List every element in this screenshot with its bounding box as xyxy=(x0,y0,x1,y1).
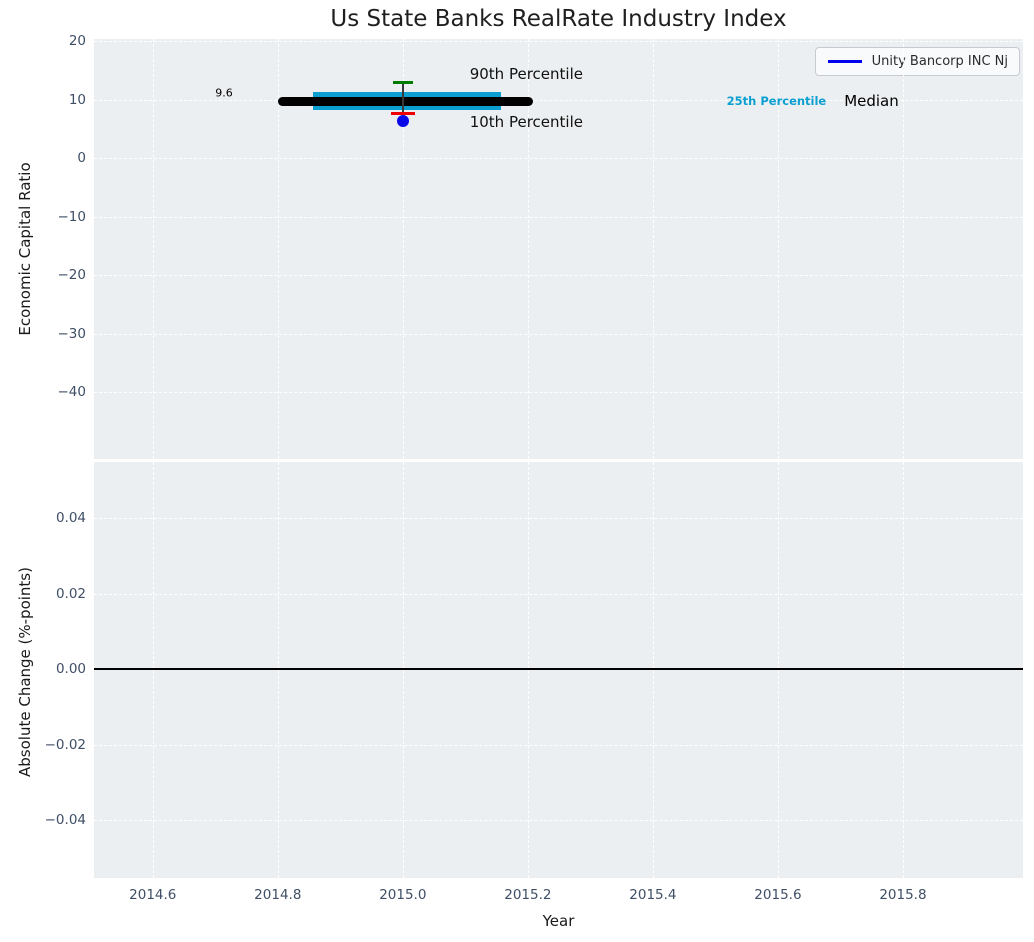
y-axis-label-top: Economic Capital Ratio xyxy=(16,162,34,336)
company-data-point xyxy=(396,114,409,127)
legend-label: Unity Bancorp INC Nj xyxy=(871,54,1008,69)
x-gridline xyxy=(902,39,904,459)
y-gridline xyxy=(94,99,1023,101)
y-gridline xyxy=(94,333,1023,335)
y-tick-label: −0.02 xyxy=(44,736,86,753)
bottom-axes-absolute-change xyxy=(94,462,1023,878)
annotation-median-label: Median xyxy=(844,91,899,110)
y-tick-label: −0.04 xyxy=(44,812,86,829)
x-tick-label: 2015.0 xyxy=(379,887,427,903)
y-tick-label: −10 xyxy=(57,208,87,225)
x-tick-label: 2014.6 xyxy=(129,887,177,903)
top-axes-economic-capital-ratio: Unity Bancorp INC Nj 90th Percentile 10th… xyxy=(94,39,1023,459)
y-gridline xyxy=(94,593,1023,595)
y-tick-label: 20 xyxy=(68,32,86,49)
y-gridline xyxy=(94,158,1023,160)
y-tick-label: 0.00 xyxy=(55,661,86,678)
y-gridline xyxy=(94,392,1023,394)
x-gridline xyxy=(152,39,154,459)
y-tick-label: −40 xyxy=(57,384,87,401)
y-gridline xyxy=(94,744,1023,746)
p90-tick xyxy=(392,80,413,85)
annotation-p90-label: 90th Percentile xyxy=(469,65,583,83)
x-tick-label: 2015.6 xyxy=(754,887,802,903)
x-tick-label: 2015.2 xyxy=(504,887,552,903)
y-tick-label: 0.04 xyxy=(55,510,86,527)
annotation-median-value: 9.6 xyxy=(215,86,233,99)
legend-line-swatch xyxy=(827,60,862,63)
x-axis-label: Year xyxy=(542,912,575,930)
y-tick-label: 10 xyxy=(68,91,86,108)
whisker-line xyxy=(402,82,404,114)
y-tick-label: 0 xyxy=(77,150,86,167)
y-gridline xyxy=(94,820,1023,822)
chart-title: Us State Banks RealRate Industry Index xyxy=(330,6,787,32)
x-gridline xyxy=(402,39,404,459)
y-gridline xyxy=(94,216,1023,218)
x-gridline xyxy=(652,39,654,459)
y-tick-label: −20 xyxy=(57,267,87,284)
x-tick-label: 2015.4 xyxy=(629,887,677,903)
annotation-p10-label: 10th Percentile xyxy=(469,113,583,132)
y-tick-label: −30 xyxy=(57,325,87,342)
y-tick-label: 0.02 xyxy=(55,585,86,602)
x-tick-label: 2015.8 xyxy=(879,887,927,903)
zero-line xyxy=(94,668,1023,671)
x-gridline xyxy=(527,39,529,459)
x-tick-label: 2014.8 xyxy=(254,887,302,903)
p10-tick xyxy=(390,111,415,116)
median-line xyxy=(277,97,533,107)
annotation-p25-label: 25th Percentile xyxy=(726,93,827,108)
y-gridline xyxy=(94,275,1023,277)
x-gridline xyxy=(277,39,279,459)
y-gridline xyxy=(94,518,1023,520)
y-gridline xyxy=(94,40,1023,42)
x-gridline xyxy=(777,39,779,459)
legend: Unity Bancorp INC Nj xyxy=(814,47,1020,76)
